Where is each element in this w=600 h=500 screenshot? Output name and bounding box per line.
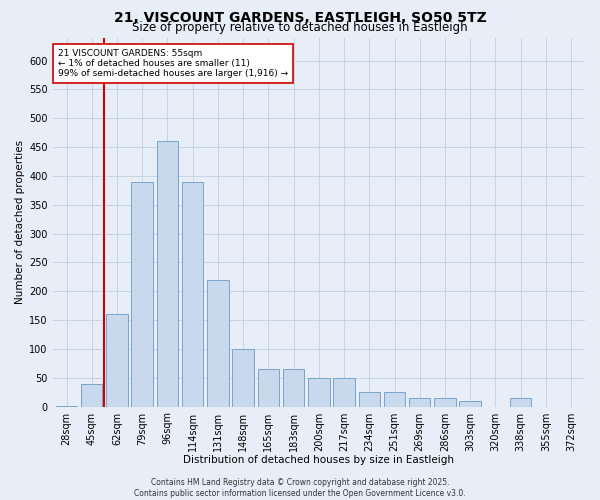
Bar bbox=[283, 369, 304, 406]
Text: 21 VISCOUNT GARDENS: 55sqm
← 1% of detached houses are smaller (11)
99% of semi-: 21 VISCOUNT GARDENS: 55sqm ← 1% of detac… bbox=[58, 48, 288, 78]
Bar bbox=[359, 392, 380, 406]
Bar bbox=[232, 349, 254, 406]
Bar bbox=[81, 384, 103, 406]
Bar bbox=[308, 378, 329, 406]
Text: Contains HM Land Registry data © Crown copyright and database right 2025.
Contai: Contains HM Land Registry data © Crown c… bbox=[134, 478, 466, 498]
Bar bbox=[334, 378, 355, 406]
Bar bbox=[257, 369, 279, 406]
Y-axis label: Number of detached properties: Number of detached properties bbox=[15, 140, 25, 304]
Bar bbox=[207, 280, 229, 406]
Bar bbox=[131, 182, 153, 406]
Bar bbox=[460, 401, 481, 406]
X-axis label: Distribution of detached houses by size in Eastleigh: Distribution of detached houses by size … bbox=[184, 455, 454, 465]
Text: Size of property relative to detached houses in Eastleigh: Size of property relative to detached ho… bbox=[132, 21, 468, 34]
Bar bbox=[157, 142, 178, 406]
Bar bbox=[384, 392, 405, 406]
Text: 21, VISCOUNT GARDENS, EASTLEIGH, SO50 5TZ: 21, VISCOUNT GARDENS, EASTLEIGH, SO50 5T… bbox=[113, 11, 487, 25]
Bar bbox=[106, 314, 128, 406]
Bar bbox=[510, 398, 532, 406]
Bar bbox=[182, 182, 203, 406]
Bar bbox=[434, 398, 455, 406]
Bar bbox=[409, 398, 430, 406]
